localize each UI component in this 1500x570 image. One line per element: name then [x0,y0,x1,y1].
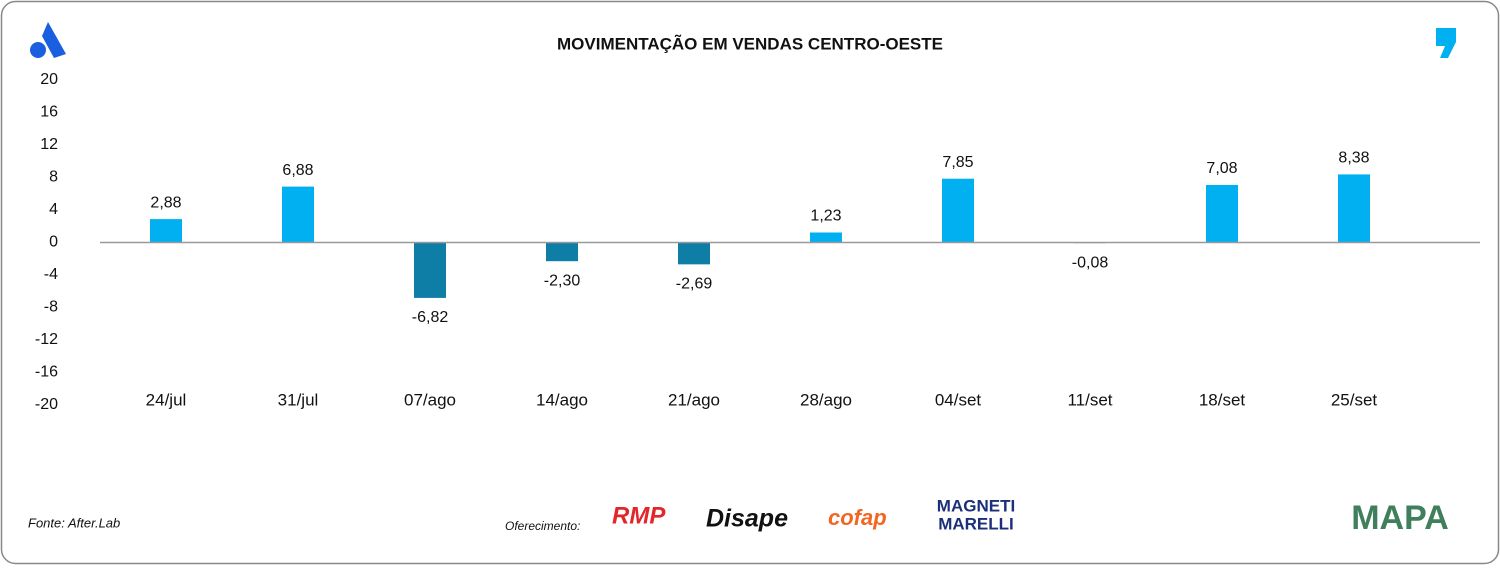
bar [1338,174,1370,243]
x-tick-label: 18/set [1199,390,1246,409]
sponsor-logo: Disape [706,505,788,533]
y-tick-label: 16 [40,104,58,121]
bar [1206,184,1238,243]
bar [810,232,842,243]
data-label: -6,82 [412,309,449,326]
bar [150,219,182,243]
data-label: -2,30 [544,272,581,289]
x-tick-label: 21/ago [668,390,720,409]
data-label: 7,85 [942,154,973,171]
x-tick-label: 25/set [1331,390,1378,409]
sponsor-logo: cofap [828,505,887,530]
data-label: -0,08 [1072,254,1109,271]
y-tick-label: 20 [40,71,58,88]
bar [546,242,578,262]
data-label: 1,23 [810,208,841,225]
bar [282,186,314,243]
brand-logo: MAPA [1351,499,1449,537]
data-label: 6,88 [282,162,313,179]
sponsor-label: Oferecimento: [505,519,580,533]
x-tick-label: 28/ago [800,390,852,409]
x-tick-label: 07/ago [404,390,456,409]
x-tick-label: 31/jul [278,390,319,409]
y-tick-label: -16 [35,364,58,381]
sponsor-logo: MAGNETI [937,496,1015,515]
data-label: 8,38 [1338,150,1369,167]
x-tick-label: 14/ago [536,390,588,409]
sponsor-logo: MARELLI [938,514,1014,533]
y-tick-label: 0 [49,234,58,251]
bar [942,178,974,243]
y-tick-label: 12 [40,136,58,153]
source: Fonte: After.Lab [28,515,120,530]
y-tick-label: 8 [49,169,58,186]
logo-comma [1436,28,1456,58]
x-tick-label: 11/set [1067,390,1112,409]
x-tick-label: 24/jul [146,390,187,409]
data-label: 7,08 [1206,160,1237,177]
bar [414,242,446,298]
y-tick-label: 4 [49,201,58,218]
y-tick-label: -12 [35,331,58,348]
y-tick-label: -8 [44,299,58,316]
y-tick-label: -4 [44,266,58,283]
chart-title: MOVIMENTAÇÃO EM VENDAS CENTRO-OESTE [557,33,943,53]
data-label: -2,69 [676,276,713,293]
x-tick-label: 04/set [935,390,982,409]
logo-a [30,22,66,58]
y-tick-label: -20 [35,396,58,413]
data-label: 2,88 [150,194,181,211]
sponsor-logo: RMP [612,502,666,529]
bar [678,242,710,265]
